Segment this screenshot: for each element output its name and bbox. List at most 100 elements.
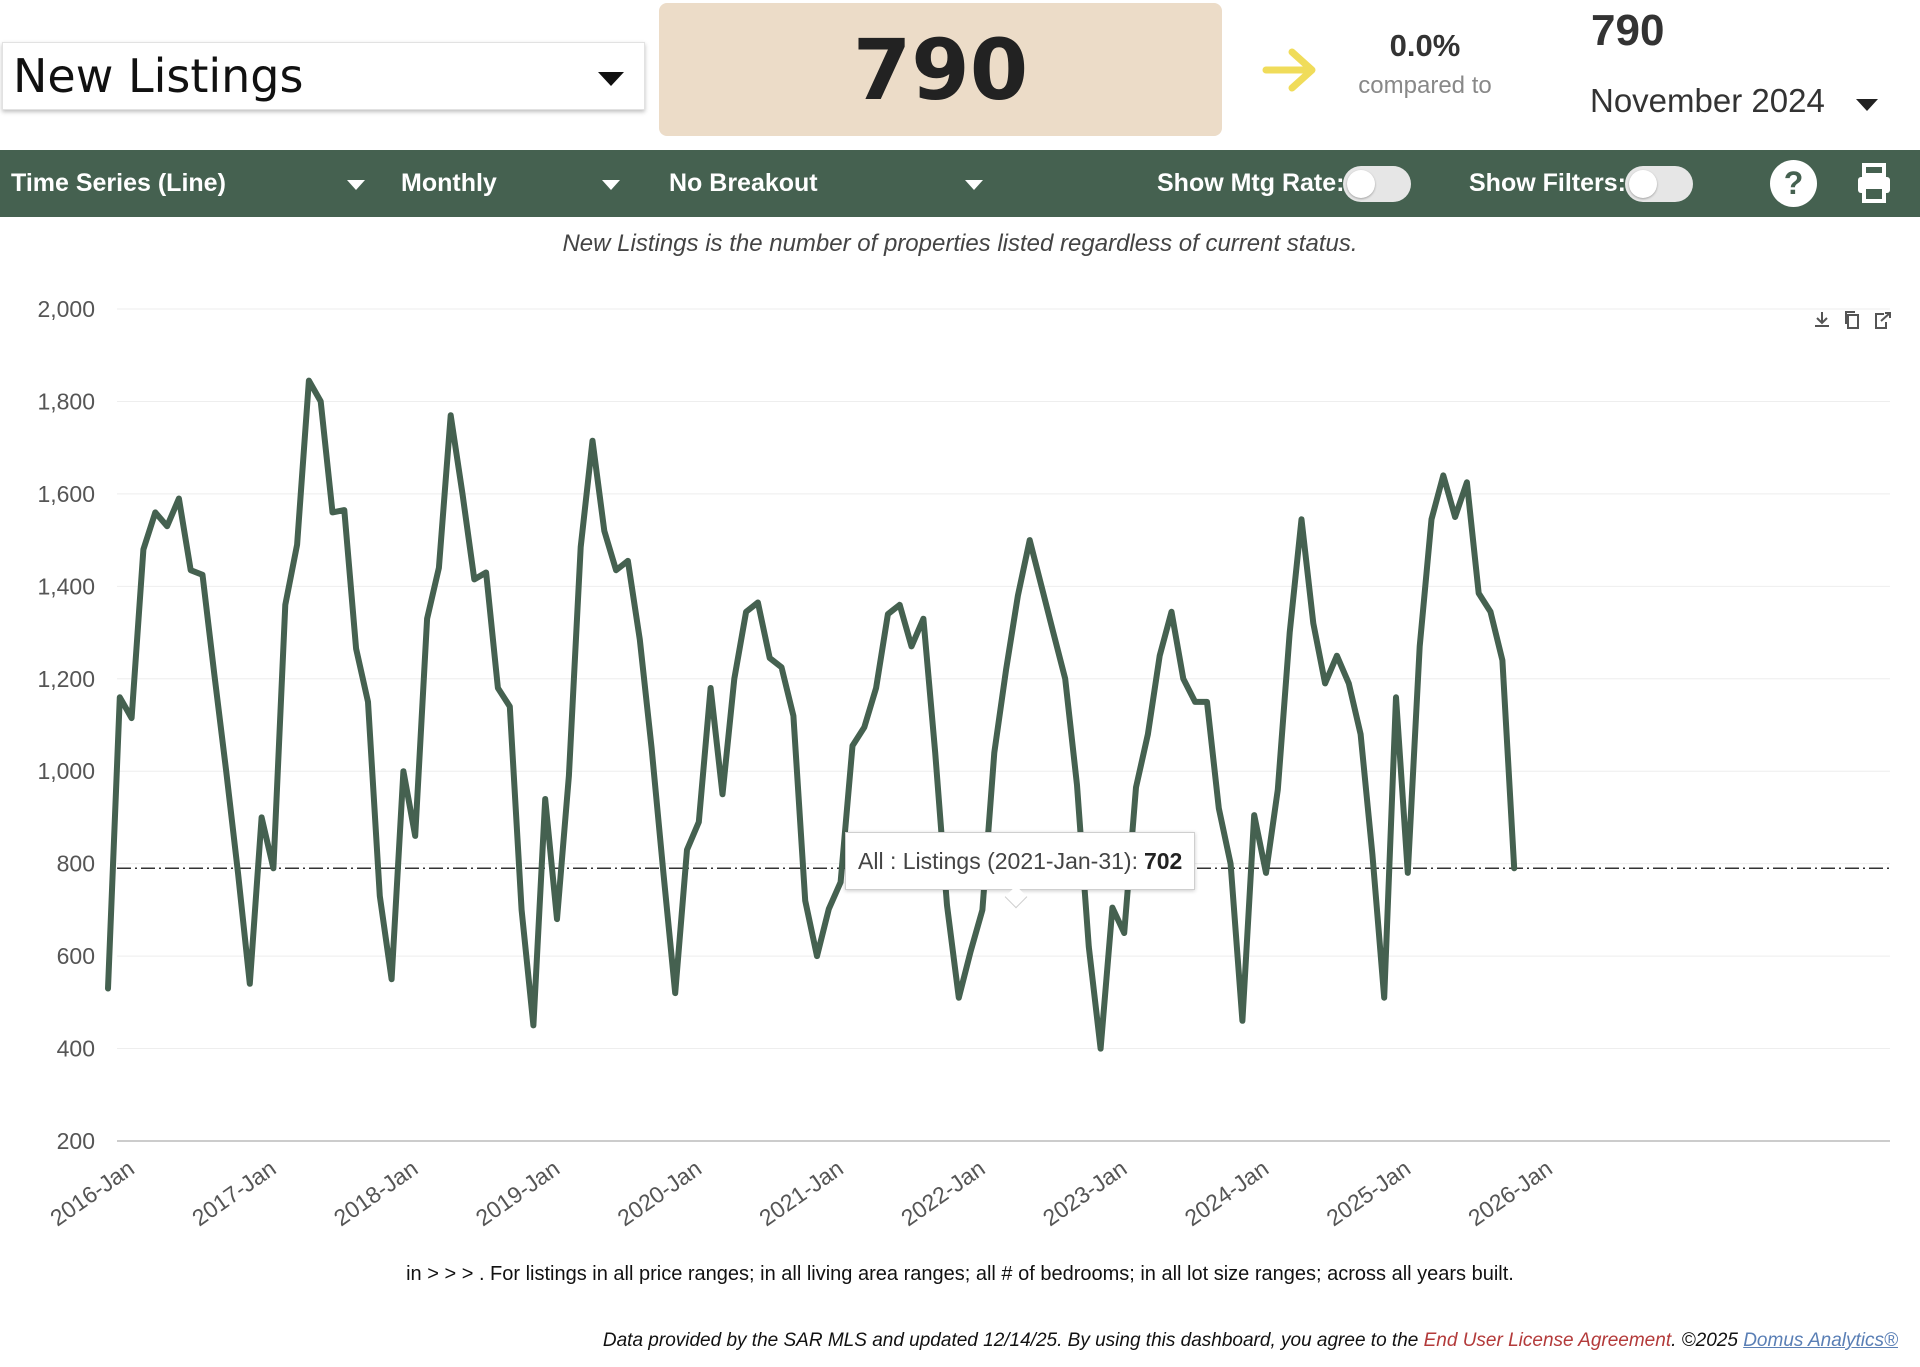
compare-period-dropdown[interactable]: November 2024 <box>1590 82 1825 119</box>
filters-toggle[interactable] <box>1625 166 1693 202</box>
data-point[interactable] <box>318 398 324 404</box>
data-point[interactable] <box>885 611 891 617</box>
data-point[interactable] <box>176 496 182 502</box>
data-point[interactable] <box>838 879 844 885</box>
chevron-down-icon[interactable] <box>965 180 983 190</box>
data-point[interactable] <box>719 791 725 797</box>
data-point[interactable] <box>117 694 123 700</box>
data-point[interactable] <box>909 643 915 649</box>
data-point[interactable] <box>495 685 501 691</box>
data-point[interactable] <box>1216 805 1222 811</box>
data-point[interactable] <box>330 509 336 515</box>
data-point[interactable] <box>152 509 158 515</box>
data-point[interactable] <box>1027 537 1033 543</box>
data-point[interactable] <box>814 953 820 959</box>
data-point[interactable] <box>1204 699 1210 705</box>
data-point[interactable] <box>1050 630 1056 636</box>
data-point[interactable] <box>1086 944 1092 950</box>
data-point[interactable] <box>979 907 985 913</box>
data-point[interactable] <box>589 438 595 444</box>
data-point[interactable] <box>1369 851 1375 857</box>
chevron-down-icon[interactable] <box>347 180 365 190</box>
data-point[interactable] <box>660 870 666 876</box>
data-point[interactable] <box>649 745 655 751</box>
data-point[interactable] <box>1488 609 1494 615</box>
data-point[interactable] <box>1499 657 1505 663</box>
data-point[interactable] <box>235 870 241 876</box>
copy-icon[interactable] <box>1842 310 1862 330</box>
data-point[interactable] <box>1239 1018 1245 1024</box>
data-point[interactable] <box>1476 590 1482 596</box>
data-point[interactable] <box>554 916 560 922</box>
data-point[interactable] <box>790 713 796 719</box>
data-point[interactable] <box>968 948 974 954</box>
data-point[interactable] <box>743 609 749 615</box>
data-point[interactable] <box>1464 479 1470 485</box>
data-point[interactable] <box>767 655 773 661</box>
chevron-down-icon[interactable] <box>602 180 620 190</box>
data-point[interactable] <box>105 985 111 991</box>
metric-dropdown[interactable]: New Listings <box>2 42 645 110</box>
data-point[interactable] <box>389 976 395 982</box>
data-point[interactable] <box>1121 930 1127 936</box>
data-point[interactable] <box>412 833 418 839</box>
download-icon[interactable] <box>1812 310 1832 330</box>
data-point[interactable] <box>306 378 312 384</box>
data-point[interactable] <box>1440 472 1446 478</box>
data-point[interactable] <box>1003 667 1009 673</box>
data-point[interactable] <box>779 664 785 670</box>
data-point[interactable] <box>1192 699 1198 705</box>
data-point[interactable] <box>1511 865 1517 871</box>
frequency-dropdown[interactable]: Monthly <box>401 150 497 217</box>
data-point[interactable] <box>1133 784 1139 790</box>
data-point[interactable] <box>519 907 525 913</box>
data-point[interactable] <box>755 600 761 606</box>
data-point[interactable] <box>341 507 347 513</box>
data-point[interactable] <box>460 491 466 497</box>
data-point[interactable] <box>211 671 217 677</box>
data-point[interactable] <box>164 523 170 529</box>
data-point[interactable] <box>294 542 300 548</box>
data-point[interactable] <box>200 572 206 578</box>
data-point[interactable] <box>1287 630 1293 636</box>
data-point[interactable] <box>1015 593 1021 599</box>
data-point[interactable] <box>1322 680 1328 686</box>
data-point[interactable] <box>1428 516 1434 522</box>
brand-link[interactable]: Domus Analytics® <box>1743 1330 1898 1351</box>
data-point[interactable] <box>708 685 714 691</box>
help-button[interactable]: ? <box>1770 160 1817 207</box>
data-point[interactable] <box>826 906 832 912</box>
data-point[interactable] <box>1334 653 1340 659</box>
data-point[interactable] <box>1039 583 1045 589</box>
data-point[interactable] <box>601 528 607 534</box>
data-point[interactable] <box>1074 782 1080 788</box>
data-point[interactable] <box>400 768 406 774</box>
data-point[interactable] <box>436 565 442 571</box>
data-point[interactable] <box>542 796 548 802</box>
data-point[interactable] <box>991 750 997 756</box>
data-point[interactable] <box>861 724 867 730</box>
data-point[interactable] <box>1145 731 1151 737</box>
data-point[interactable] <box>424 616 430 622</box>
data-point[interactable] <box>507 704 513 710</box>
data-point[interactable] <box>1358 731 1364 737</box>
data-point[interactable] <box>1251 812 1257 818</box>
mtg-rate-toggle[interactable] <box>1343 166 1411 202</box>
data-point[interactable] <box>1310 620 1316 626</box>
data-point[interactable] <box>353 646 359 652</box>
data-point[interactable] <box>625 558 631 564</box>
data-point[interactable] <box>802 898 808 904</box>
data-point[interactable] <box>1263 870 1269 876</box>
data-point[interactable] <box>672 990 678 996</box>
data-point[interactable] <box>1062 676 1068 682</box>
data-point[interactable] <box>956 995 962 1001</box>
data-point[interactable] <box>944 902 950 908</box>
eula-link[interactable]: End User License Agreement <box>1423 1330 1672 1351</box>
data-point[interactable] <box>897 602 903 608</box>
data-point[interactable] <box>282 602 288 608</box>
data-point[interactable] <box>270 865 276 871</box>
data-point[interactable] <box>188 567 194 573</box>
data-point[interactable] <box>247 981 253 987</box>
data-point[interactable] <box>637 636 643 642</box>
data-point[interactable] <box>696 819 702 825</box>
